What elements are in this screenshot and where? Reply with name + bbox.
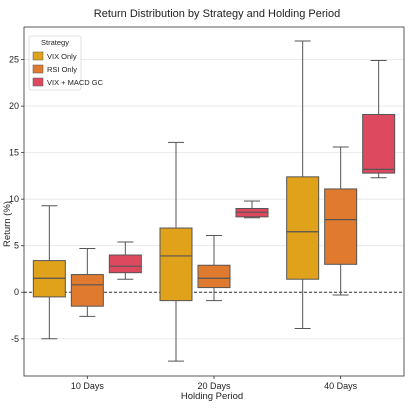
- y-tick-label: 0: [14, 287, 19, 297]
- legend-item: VIX Only: [32, 51, 77, 61]
- iqr-box: [108, 254, 142, 274]
- iqr-box: [70, 274, 104, 307]
- box-plot: [286, 40, 320, 330]
- legend-item: VIX + MACD GC: [32, 77, 104, 87]
- legend-items: VIX Only RSI Only VIX + MACD GC: [32, 51, 104, 87]
- y-tick-label: -5: [11, 334, 19, 344]
- legend: Strategy VIX Only RSI Only VIX + MACD GC: [28, 35, 104, 91]
- iqr-box: [286, 176, 320, 280]
- iqr-box: [159, 227, 193, 302]
- legend-swatch: [32, 51, 44, 61]
- iqr-box: [362, 113, 396, 174]
- y-axis-label: Return (%): [2, 201, 13, 247]
- x-tick-label: 40 Days: [324, 381, 358, 391]
- box-plot: [362, 60, 396, 179]
- legend-swatch: [32, 64, 44, 74]
- x-tick-label: 20 Days: [197, 381, 231, 391]
- legend-item: RSI Only: [32, 64, 77, 74]
- iqr-box: [197, 264, 231, 289]
- box-plot: [324, 146, 358, 296]
- y-axis-ticks: -5 0 5 10 15 20 25: [9, 55, 24, 344]
- x-axis-ticks: 10 Days 20 Days 40 Days: [71, 376, 358, 391]
- iqr-box: [324, 188, 358, 265]
- box-plot: [159, 141, 193, 362]
- legend-frame: [28, 35, 82, 91]
- chart-title: Return Distribution by Strategy and Hold…: [94, 8, 340, 20]
- y-tick-label: 20: [9, 101, 19, 111]
- box-plot: [70, 247, 104, 317]
- legend-title: Strategy: [41, 38, 69, 47]
- box-plot: [235, 200, 269, 219]
- legend-label: VIX + MACD GC: [47, 78, 104, 87]
- y-tick-label: 10: [9, 194, 19, 204]
- y-tick-label: 25: [9, 55, 19, 65]
- legend-label: VIX Only: [47, 52, 77, 61]
- box-plot: [108, 241, 142, 280]
- legend-swatch: [32, 77, 44, 87]
- box-plot: [32, 205, 66, 340]
- x-tick-label: 10 Days: [71, 381, 105, 391]
- y-tick-label: 5: [14, 241, 19, 251]
- box-plots: [32, 40, 396, 362]
- y-tick-label: 15: [9, 148, 19, 158]
- legend-label: RSI Only: [47, 65, 77, 74]
- box-plot: [197, 234, 231, 302]
- x-axis-label: Holding Period: [181, 391, 243, 402]
